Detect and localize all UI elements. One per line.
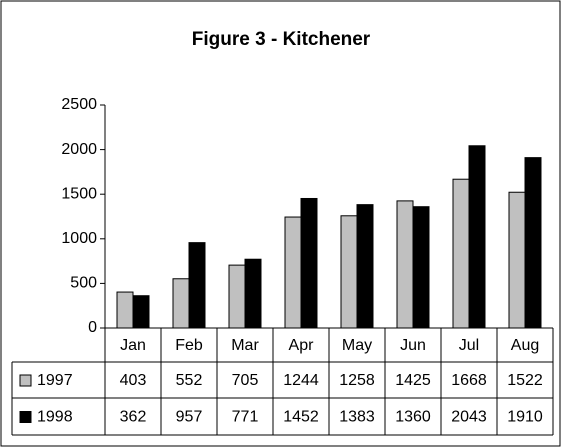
table-value: 2043 <box>451 409 487 426</box>
bar <box>244 258 262 329</box>
table-value: 1668 <box>451 372 487 389</box>
bar <box>396 200 414 329</box>
table-value: 771 <box>232 409 259 426</box>
table-value: 362 <box>120 409 147 426</box>
table-value: 1383 <box>339 409 375 426</box>
chart-title: Figure 3 - Kitchener <box>192 29 371 50</box>
x-tick-label: Jun <box>400 337 426 354</box>
bar <box>188 242 206 329</box>
bar <box>116 291 134 329</box>
table-value: 1425 <box>395 372 431 389</box>
bar <box>172 278 190 329</box>
bar <box>412 206 430 329</box>
legend-label: 1998 <box>37 409 73 426</box>
table-value: 1360 <box>395 409 431 426</box>
table-value: 552 <box>176 372 203 389</box>
y-tick-label: 0 <box>88 319 97 336</box>
legend-swatch <box>19 411 32 423</box>
x-tick-label: Apr <box>289 337 315 354</box>
y-tick-label: 2000 <box>61 141 97 158</box>
table-value: 705 <box>232 372 259 389</box>
bar <box>228 264 246 329</box>
x-tick-label: Jan <box>120 337 146 354</box>
table-value: 1522 <box>507 372 543 389</box>
table-value: 1244 <box>283 372 319 389</box>
bar <box>508 191 526 329</box>
bar <box>340 215 358 329</box>
x-tick-label: Jul <box>459 337 479 354</box>
table-value: 1258 <box>339 372 375 389</box>
bar <box>132 295 150 329</box>
bar <box>284 216 302 329</box>
y-tick-label: 500 <box>70 275 97 292</box>
legend-label: 1997 <box>37 372 73 389</box>
bar <box>300 197 318 329</box>
x-tick-label: May <box>342 337 372 354</box>
x-tick-label: Aug <box>511 337 539 354</box>
x-tick-label: Feb <box>175 337 203 354</box>
bar <box>452 178 470 329</box>
x-tick-label: Mar <box>231 337 259 354</box>
bar <box>356 204 374 329</box>
table-value: 1452 <box>283 409 319 426</box>
bar <box>468 145 486 329</box>
bar <box>524 157 542 329</box>
table-value: 403 <box>120 372 147 389</box>
y-tick-label: 1000 <box>61 230 97 247</box>
table-value: 1910 <box>507 409 543 426</box>
table-value: 957 <box>176 409 203 426</box>
y-tick-label: 1500 <box>61 185 97 202</box>
legend-swatch <box>19 374 32 387</box>
y-tick-label: 2500 <box>61 96 97 113</box>
